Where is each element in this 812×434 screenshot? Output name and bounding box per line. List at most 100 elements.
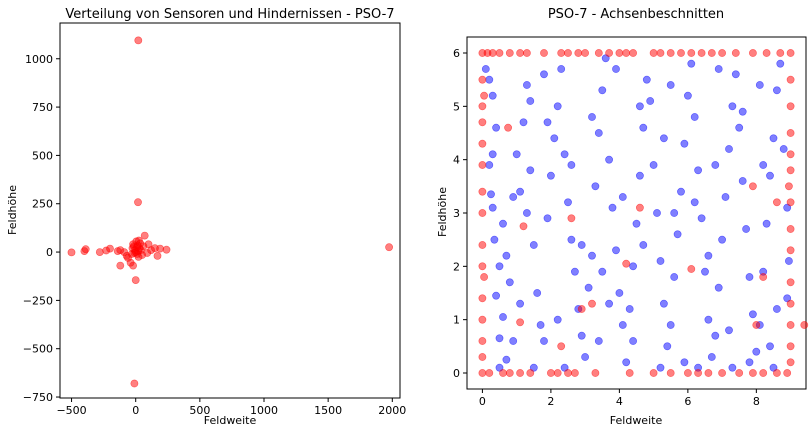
data-point — [666, 49, 675, 57]
data-point — [670, 209, 679, 217]
data-point — [523, 209, 531, 217]
data-point — [773, 369, 781, 377]
data-point — [687, 59, 696, 68]
data-point — [490, 235, 499, 244]
data-point — [656, 49, 665, 57]
data-point — [478, 369, 487, 377]
data-point — [516, 49, 524, 57]
data-point — [547, 171, 555, 180]
data-point — [485, 161, 494, 169]
data-point — [666, 321, 675, 329]
data-point — [625, 369, 634, 377]
data-point — [499, 313, 507, 321]
y-tick-label: 250 — [32, 198, 53, 211]
chart-title: PSO-7 - Achsenbeschnitten — [548, 7, 724, 22]
data-point — [786, 198, 795, 207]
data-point — [560, 150, 569, 159]
data-point — [577, 241, 586, 249]
data-point — [656, 363, 665, 372]
data-point — [660, 134, 668, 143]
data-point — [156, 244, 164, 253]
y-axis-label: Feldhöhe — [6, 185, 19, 235]
data-point — [495, 334, 504, 343]
data-point — [106, 244, 114, 253]
data-point — [704, 315, 713, 324]
data-point — [660, 299, 668, 308]
data-point — [557, 49, 566, 57]
data-point — [725, 145, 733, 153]
data-point — [594, 49, 603, 57]
data-point — [701, 267, 709, 276]
data-point — [536, 321, 545, 329]
data-point — [481, 65, 490, 73]
data-point — [557, 342, 566, 351]
data-point — [129, 261, 137, 270]
x-tick-label: 2 — [547, 395, 554, 408]
data-point — [618, 321, 627, 329]
data-point — [153, 251, 162, 260]
data-point — [567, 214, 576, 223]
data-point — [499, 219, 507, 228]
data-point — [786, 225, 795, 233]
data-point — [749, 182, 757, 191]
data-point — [759, 273, 768, 281]
data-point — [487, 190, 495, 199]
data-point — [478, 353, 487, 361]
data-point — [553, 369, 562, 377]
data-point — [485, 369, 494, 377]
data-point — [526, 369, 535, 377]
data-point — [738, 177, 747, 185]
data-point — [519, 222, 528, 231]
data-point — [670, 273, 679, 281]
data-point — [687, 265, 696, 273]
data-point — [677, 49, 685, 57]
data-point — [718, 369, 726, 377]
data-point — [140, 231, 149, 240]
data-point — [492, 123, 500, 132]
data-point — [553, 102, 562, 111]
data-point — [533, 289, 542, 297]
chart-title: Verteilung von Sensoren und Hindernissen… — [65, 7, 394, 22]
data-point — [134, 198, 142, 207]
data-point — [783, 369, 792, 377]
data-point — [690, 113, 699, 121]
data-point — [540, 49, 548, 57]
data-point — [704, 369, 713, 377]
data-point — [687, 49, 696, 57]
data-point — [564, 49, 572, 57]
data-point — [495, 49, 504, 57]
data-point — [478, 75, 487, 84]
data-point — [523, 81, 531, 89]
x-tick-label: 4 — [616, 395, 623, 408]
data-point — [492, 291, 500, 300]
data-point — [557, 65, 566, 73]
data-point — [516, 318, 524, 327]
data-point — [649, 369, 658, 377]
data-point — [711, 161, 720, 169]
data-point — [694, 166, 702, 175]
data-point — [762, 219, 771, 228]
data-point — [786, 299, 795, 308]
data-point — [526, 97, 535, 105]
data-point — [773, 198, 781, 207]
data-point — [598, 86, 607, 95]
y-tick-label: −250 — [23, 294, 53, 307]
data-point — [728, 363, 737, 372]
data-point — [553, 315, 562, 324]
data-point — [605, 299, 613, 308]
data-point — [646, 97, 655, 105]
data-point — [680, 358, 689, 367]
data-point — [480, 273, 488, 281]
x-tick-label: 0 — [479, 395, 486, 408]
data-point — [776, 59, 785, 68]
data-point — [629, 337, 637, 345]
data-point — [571, 267, 579, 276]
x-tick-label: 1500 — [314, 404, 342, 417]
data-point — [567, 235, 576, 244]
data-point — [523, 49, 531, 57]
x-tick-label: 8 — [753, 395, 760, 408]
data-point — [488, 49, 497, 57]
data-point — [488, 91, 497, 100]
data-point — [735, 369, 744, 377]
data-point — [618, 193, 627, 201]
